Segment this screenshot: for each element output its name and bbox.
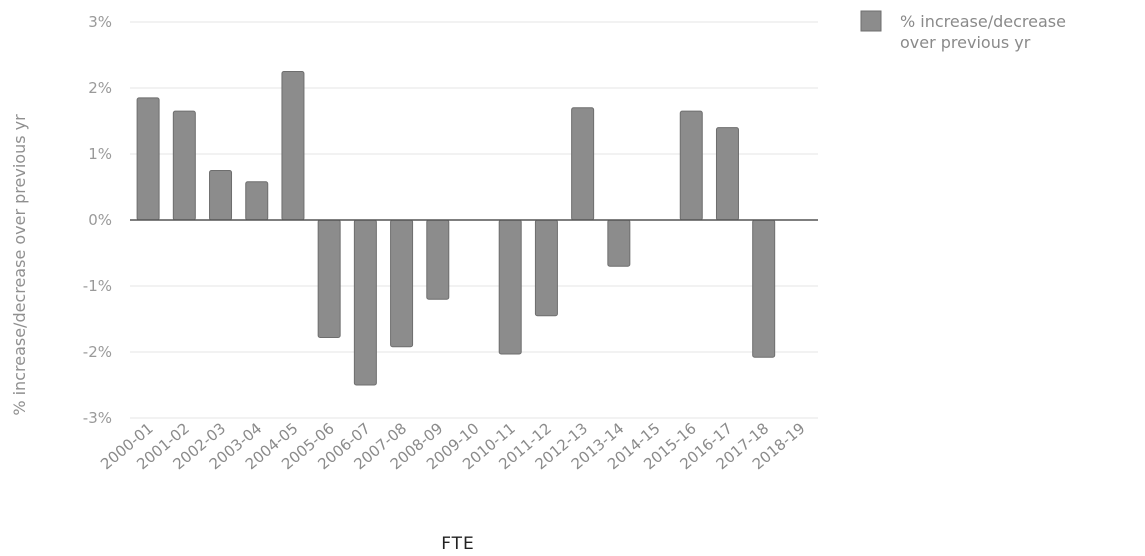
bar xyxy=(390,219,414,348)
bar xyxy=(607,219,631,267)
bar xyxy=(172,110,196,221)
x-tick-labels: 2000-012001-022002-032003-042004-052005-… xyxy=(97,419,808,473)
legend-label-line2: over previous yr xyxy=(900,33,1031,52)
legend: % increase/decrease over previous yr xyxy=(860,10,1066,52)
y-axis-title: % increase/decrease over previous yr xyxy=(10,114,29,416)
bar xyxy=(245,181,269,221)
bar xyxy=(752,219,776,358)
bar xyxy=(317,219,341,338)
y-tick-label: -2% xyxy=(83,343,112,361)
bar xyxy=(534,219,558,317)
y-tick-label: 0% xyxy=(88,211,112,229)
y-tick-label: -3% xyxy=(83,409,112,427)
bar xyxy=(498,219,522,355)
legend-label-line1: % increase/decrease xyxy=(900,12,1066,31)
grid-lines xyxy=(130,21,818,419)
bar xyxy=(571,107,595,221)
legend-swatch xyxy=(860,10,882,32)
bars xyxy=(130,71,818,386)
bar xyxy=(715,127,739,221)
y-tick-label: 3% xyxy=(88,13,112,31)
bar xyxy=(679,110,703,221)
y-tick-label: 1% xyxy=(88,145,112,163)
y-tick-label: -1% xyxy=(83,277,112,295)
y-tick-label: 2% xyxy=(88,79,112,97)
bar xyxy=(209,170,233,221)
bar xyxy=(281,71,305,221)
x-axis-title: FTE xyxy=(441,534,475,554)
bar xyxy=(426,219,450,300)
bar xyxy=(136,97,160,221)
y-tick-labels: 3% 2% 1% 0% -1% -2% -3% xyxy=(83,13,112,427)
bar xyxy=(353,219,377,386)
